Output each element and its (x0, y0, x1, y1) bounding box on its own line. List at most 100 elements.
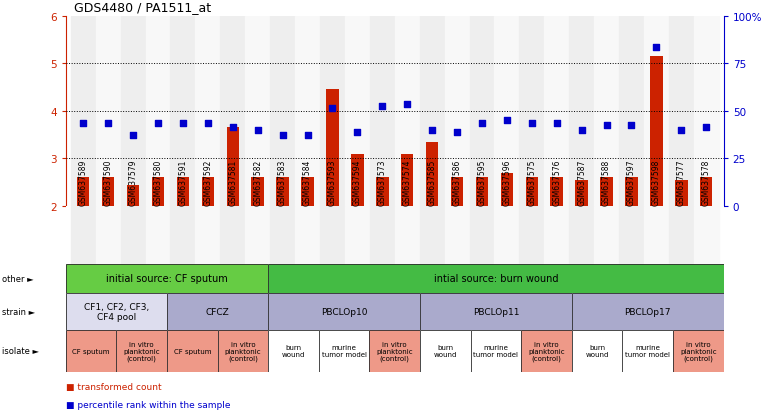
Bar (176, 178, 189, 206)
Bar (420, 17, 444, 207)
Bar (669, 17, 694, 207)
Text: in vitro
planktonic
(control): in vitro planktonic (control) (680, 341, 717, 361)
Text: CF sputum: CF sputum (173, 348, 211, 354)
Bar (501, 173, 513, 206)
Bar (245, 17, 270, 207)
Text: murine
tumor model: murine tumor model (625, 344, 670, 358)
Bar (376, 178, 389, 206)
Bar (625, 178, 638, 206)
Point (575, 127, 587, 134)
Bar (345, 206, 370, 264)
Text: PBCLOp11: PBCLOp11 (473, 307, 519, 316)
Point (351, 130, 364, 136)
Point (625, 122, 638, 129)
Text: burn
wound: burn wound (282, 344, 305, 358)
Bar (644, 17, 669, 207)
Bar (102, 178, 115, 206)
Bar (594, 17, 619, 207)
Point (476, 120, 488, 127)
Bar (301, 178, 313, 206)
Point (301, 132, 313, 139)
Point (252, 127, 264, 134)
Bar (70, 206, 96, 264)
Text: ■ percentile rank within the sample: ■ percentile rank within the sample (66, 400, 231, 409)
Bar (370, 17, 395, 207)
Point (426, 127, 438, 134)
Text: burn
wound: burn wound (433, 344, 457, 358)
Text: burn
wound: burn wound (585, 344, 609, 358)
Bar (170, 17, 195, 207)
Bar (295, 206, 320, 264)
Bar (351, 154, 364, 206)
Point (650, 44, 663, 51)
Text: CF1, CF2, CF3,
CF4 pool: CF1, CF2, CF3, CF4 pool (84, 302, 149, 321)
Bar (221, 206, 245, 264)
Text: CFCZ: CFCZ (206, 307, 229, 316)
Bar (526, 178, 538, 206)
Text: initial source: CF sputum: initial source: CF sputum (106, 274, 228, 284)
Bar (569, 17, 594, 207)
Bar (295, 17, 320, 207)
Text: PBCLOp17: PBCLOp17 (625, 307, 671, 316)
Bar (320, 17, 345, 207)
Bar (644, 206, 669, 264)
Bar (470, 17, 495, 207)
Bar (401, 154, 413, 206)
Bar (650, 57, 663, 206)
Bar (270, 17, 295, 207)
Point (700, 125, 712, 131)
Bar (476, 178, 488, 206)
Bar (195, 206, 221, 264)
Point (401, 101, 413, 108)
Bar (227, 128, 239, 206)
Bar (694, 206, 719, 264)
Point (376, 104, 389, 110)
Point (77, 120, 90, 127)
Bar (675, 180, 687, 206)
Bar (201, 178, 214, 206)
Bar (170, 206, 195, 264)
Bar (320, 206, 345, 264)
Bar (619, 17, 644, 207)
Bar (444, 206, 470, 264)
Bar (270, 206, 295, 264)
Bar (77, 178, 90, 206)
Bar (519, 17, 544, 207)
Bar (694, 17, 719, 207)
Text: in vitro
planktonic
(control): in vitro planktonic (control) (528, 341, 565, 361)
Bar (252, 178, 264, 206)
Bar (519, 206, 544, 264)
Point (601, 122, 613, 129)
Text: CF sputum: CF sputum (72, 348, 110, 354)
Bar (700, 178, 713, 206)
Bar (495, 17, 519, 207)
Point (127, 132, 139, 139)
Bar (575, 180, 588, 206)
Text: in vitro
planktonic
(control): in vitro planktonic (control) (376, 341, 413, 361)
Bar (669, 206, 694, 264)
Bar (121, 17, 146, 207)
Text: other ►: other ► (2, 274, 33, 283)
Bar (96, 17, 121, 207)
Bar (326, 90, 339, 206)
Bar (146, 206, 170, 264)
Point (176, 120, 189, 127)
Text: murine
tumor model: murine tumor model (322, 344, 367, 358)
Text: isolate ►: isolate ► (2, 347, 39, 356)
Bar (146, 17, 170, 207)
Bar (450, 178, 464, 206)
Bar (444, 17, 470, 207)
Point (450, 130, 463, 136)
Bar (96, 206, 121, 264)
Point (526, 120, 538, 127)
Point (501, 118, 513, 124)
Bar (370, 206, 395, 264)
Point (152, 120, 164, 127)
Point (276, 132, 289, 139)
Bar (550, 178, 563, 206)
Bar (544, 206, 569, 264)
Text: in vitro
planktonic
(control): in vitro planktonic (control) (224, 341, 262, 361)
Text: PBCLOp10: PBCLOp10 (321, 307, 368, 316)
Bar (619, 206, 644, 264)
Text: GDS4480 / PA1511_at: GDS4480 / PA1511_at (74, 2, 211, 14)
